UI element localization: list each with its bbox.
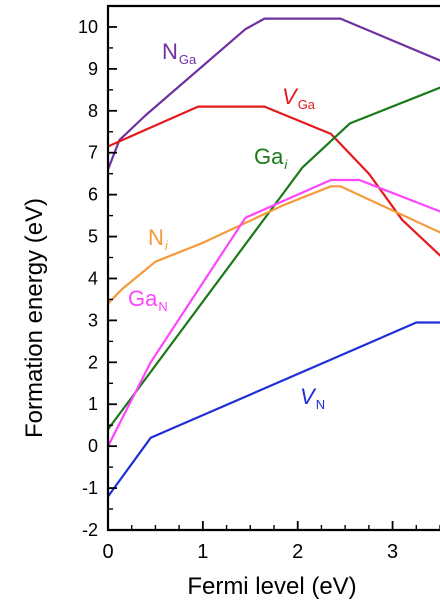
series-label-main: Ga bbox=[128, 286, 158, 311]
y-tick-label: 10 bbox=[78, 17, 98, 37]
y-tick-label: -1 bbox=[82, 478, 98, 498]
series-label-main: V bbox=[282, 84, 299, 109]
series-label-sub: i bbox=[165, 238, 169, 253]
y-axis-title: Formation energy (eV) bbox=[21, 198, 48, 438]
series-label-sub: N bbox=[316, 397, 325, 412]
series-label-main: N bbox=[162, 39, 178, 64]
y-tick-label: 6 bbox=[88, 185, 98, 205]
series-label-sub: i bbox=[284, 157, 288, 172]
series-label-main: N bbox=[148, 225, 164, 250]
series-line-n-i bbox=[108, 185, 440, 305]
x-tick-label: 3 bbox=[387, 541, 398, 563]
series-line-ga-i bbox=[108, 86, 440, 431]
series-label-n-ga: N Ga bbox=[162, 39, 197, 67]
x-tick-label: 0 bbox=[102, 541, 113, 563]
y-tick-label: 2 bbox=[88, 352, 98, 372]
series-line-v-ga bbox=[108, 105, 440, 257]
y-tick-label: 0 bbox=[88, 436, 98, 456]
series-label-sub: N bbox=[158, 299, 167, 314]
series-line-v-n bbox=[108, 321, 440, 498]
series-label-sub: Ga bbox=[179, 52, 197, 67]
series-label-ga-n: Ga N bbox=[128, 286, 168, 314]
series-group bbox=[108, 17, 440, 498]
y-tick-label: 3 bbox=[88, 310, 98, 330]
series-line-ga-n bbox=[108, 178, 440, 448]
series-label-v-ga: V Ga bbox=[282, 84, 316, 112]
series-label-main: Ga bbox=[254, 144, 284, 169]
plot-frame bbox=[106, 4, 440, 532]
x-axis-title: Fermi level (eV) bbox=[187, 573, 356, 600]
x-tick-label: 1 bbox=[197, 541, 208, 563]
x-tick-label: 2 bbox=[292, 541, 303, 563]
series-label-main: V bbox=[300, 384, 317, 409]
y-tick-label: 5 bbox=[88, 227, 98, 247]
series-label-sub: Ga bbox=[298, 97, 316, 112]
y-tick-label: 8 bbox=[88, 101, 98, 121]
axes: -2 -1 0 1 2 3 4 5 6 7 8 9 10 0 1 2 3 bbox=[78, 4, 440, 563]
y-tick-label: -2 bbox=[82, 520, 98, 540]
y-tick-label: 1 bbox=[88, 394, 98, 414]
y-tick-label: 4 bbox=[88, 268, 98, 288]
series-label-ga-i: Ga i bbox=[254, 144, 288, 172]
y-tick-label: 9 bbox=[88, 59, 98, 79]
y-tick-label: 7 bbox=[88, 143, 98, 163]
series-line-n-ga bbox=[108, 17, 440, 171]
